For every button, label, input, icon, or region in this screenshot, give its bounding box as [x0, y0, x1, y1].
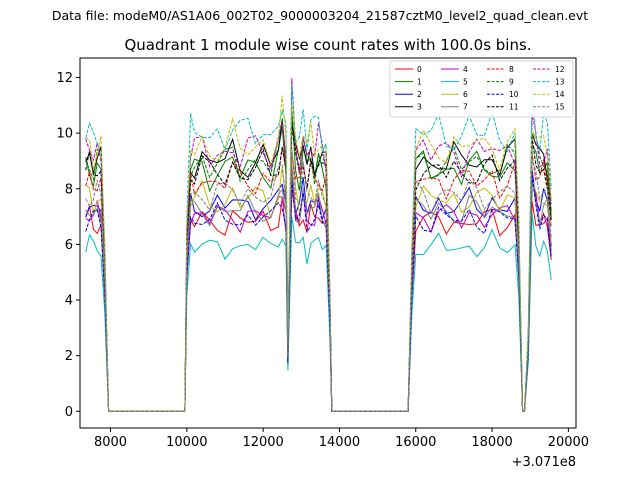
- legend-label-10: 10: [509, 90, 519, 99]
- y-tick-label: 10: [56, 127, 73, 142]
- y-tick-label: 0: [65, 405, 73, 420]
- x-tick-label: 14000: [319, 435, 360, 450]
- x-tick-label: 8000: [94, 435, 127, 450]
- x-tick-label: 18000: [471, 435, 512, 450]
- x-tick-label: 20000: [548, 435, 589, 450]
- legend-label-2: 2: [417, 90, 422, 99]
- legend-label-9: 9: [509, 77, 514, 86]
- axes-frame: [79, 57, 577, 429]
- series-layer: [85, 78, 552, 412]
- legend-frame: [389, 60, 574, 118]
- x-offset-label: +3.071e8: [512, 455, 576, 470]
- y-tick-label: 6: [65, 238, 73, 253]
- x-tick-label: 10000: [166, 435, 207, 450]
- legend-label-7: 7: [463, 103, 468, 112]
- legend-label-13: 13: [555, 77, 565, 86]
- legend-label-14: 14: [555, 90, 565, 99]
- legend-label-11: 11: [509, 103, 519, 112]
- x-tick-label: 12000: [242, 435, 283, 450]
- figure-suptitle: Data file: modeM0/AS1A06_002T02_90000032…: [52, 8, 588, 23]
- legend-label-8: 8: [509, 65, 514, 74]
- chart-title: Quadrant 1 module wise count rates with …: [124, 36, 531, 54]
- legend-label-4: 4: [463, 65, 468, 74]
- plot-area: [79, 57, 577, 429]
- series-line-15: [85, 148, 552, 412]
- y-tick-label: 8: [65, 182, 73, 197]
- legend-label-0: 0: [417, 65, 422, 74]
- y-tick-label: 4: [65, 294, 73, 309]
- x-tick-label: 16000: [395, 435, 436, 450]
- y-tick-label: 2: [65, 349, 73, 364]
- legend-label-3: 3: [417, 103, 422, 112]
- y-axis: 0 2 4 6 8 10 12: [56, 71, 80, 420]
- legend-label-1: 1: [417, 77, 422, 86]
- legend-label-6: 6: [463, 90, 468, 99]
- legend-label-12: 12: [555, 65, 565, 74]
- y-tick-label: 12: [56, 71, 73, 86]
- legend-label-5: 5: [463, 77, 468, 86]
- legend-label-15: 15: [555, 103, 565, 112]
- x-axis: 8000 10000 12000 14000 16000 18000 20000: [94, 428, 589, 450]
